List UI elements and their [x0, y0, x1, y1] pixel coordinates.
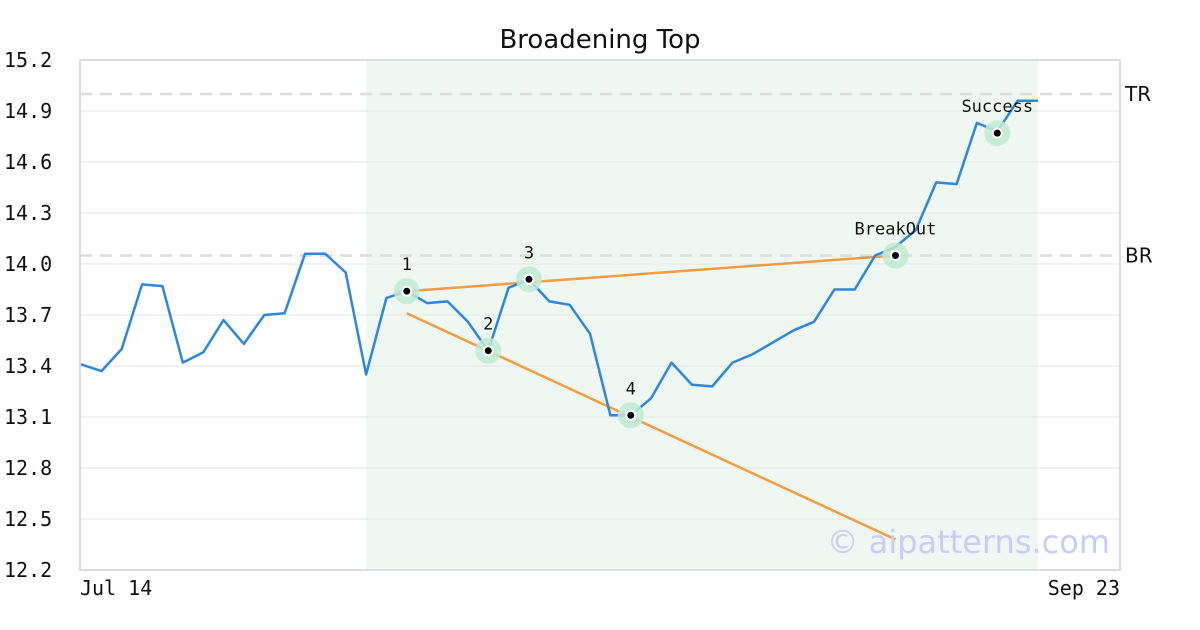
y-tick-label: 12.8	[4, 456, 52, 480]
reference-label-tr: TR	[1124, 82, 1151, 106]
plot-frame	[79, 59, 1121, 571]
y-tick-label: 14.6	[4, 150, 52, 174]
point-label-1: 1	[402, 255, 412, 275]
reference-label-br: BR	[1125, 244, 1153, 268]
point-marker-success	[993, 129, 1001, 137]
y-tick-label: 15.2	[4, 48, 52, 72]
price-series-line	[80, 99, 1038, 417]
y-tick-label: 14.9	[4, 99, 52, 123]
point-label-2: 2	[483, 315, 493, 335]
point-marker-2	[484, 347, 492, 355]
x-tick-start: Jul 14	[80, 576, 152, 600]
y-tick-label: 13.7	[4, 303, 52, 327]
y-tick-label: 14.0	[4, 252, 52, 276]
y-tick-label: 12.2	[4, 558, 52, 582]
y-tick-label: 13.4	[4, 354, 52, 378]
point-marker-breakout	[891, 252, 899, 259]
point-label-success: Success	[961, 97, 1033, 117]
watermark: © aipatterns.com	[827, 523, 1110, 561]
x-tick-end: Sep 23	[1048, 576, 1120, 600]
chart-title: Broadening Top	[499, 25, 700, 55]
y-tick-label: 14.3	[4, 201, 52, 225]
point-label-4: 4	[626, 379, 636, 399]
point-label-3: 3	[524, 243, 534, 263]
point-marker-3	[525, 275, 533, 283]
point-marker-1	[403, 287, 411, 295]
point-marker-4	[627, 411, 635, 419]
y-tick-label: 12.5	[4, 507, 52, 531]
y-tick-label: 13.1	[4, 405, 52, 429]
trend-line-1	[406, 254, 896, 293]
point-label-breakout: BreakOut	[855, 220, 937, 240]
